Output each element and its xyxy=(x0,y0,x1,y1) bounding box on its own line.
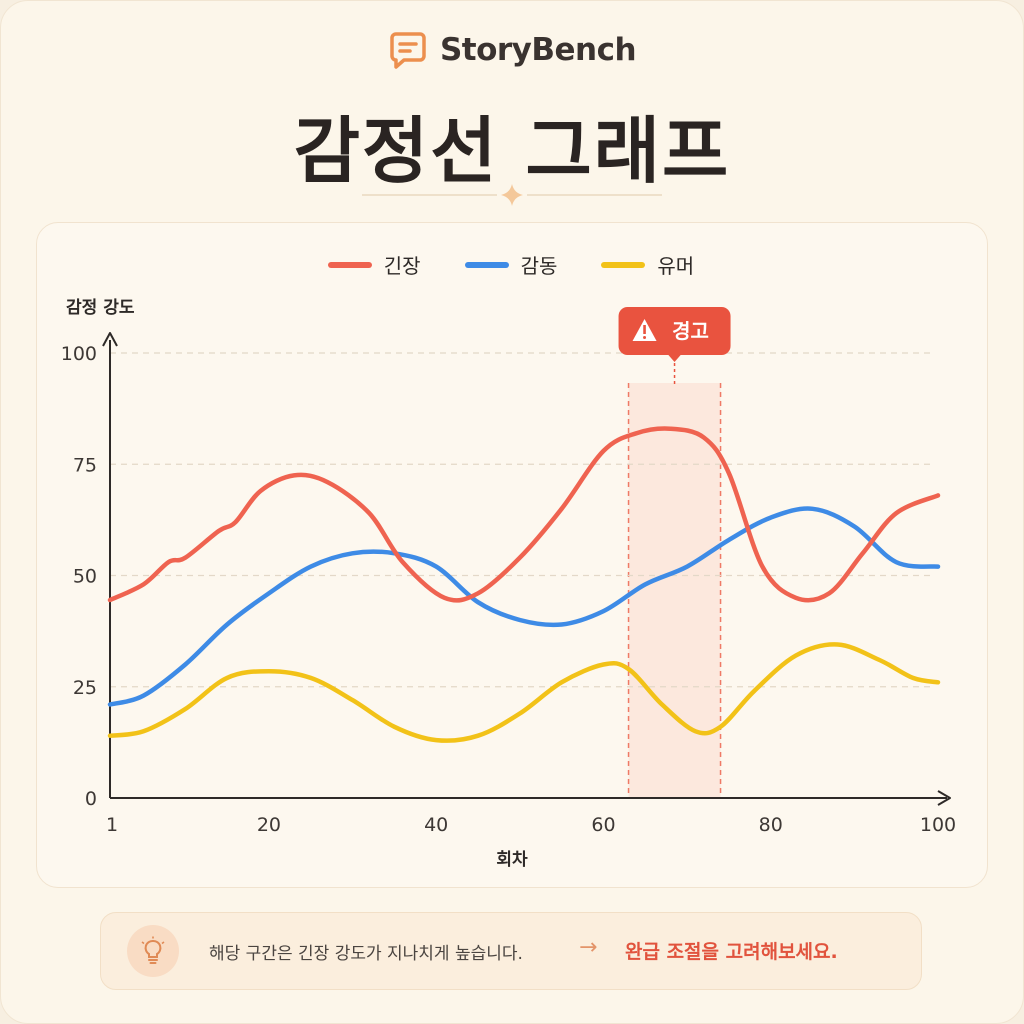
series-line-humor xyxy=(107,642,941,743)
brand-name: StoryBench xyxy=(439,32,637,68)
warning-highlight-band xyxy=(628,383,721,798)
legend-swatch-emotion xyxy=(464,261,509,268)
tip-bar: 해당 구간은 긴장 강도가 지나치게 높습니다. → 완급 조절을 고려해보세요… xyxy=(100,912,922,990)
y-axis-title: 감정 강도 xyxy=(66,298,135,318)
legend-item-emotion[interactable]: 감동 xyxy=(464,250,558,279)
tip-action[interactable]: 완급 조절을 고려해보세요. xyxy=(625,941,838,963)
legend-label-emotion: 감동 xyxy=(520,254,558,278)
legend-swatch-humor xyxy=(601,261,646,268)
tip-arrow: → xyxy=(579,935,598,960)
x-tick-label: 60 xyxy=(591,814,615,836)
tip-icon-wrap xyxy=(127,925,179,977)
warning-triangle-dot xyxy=(643,336,647,339)
y-tick-label: 50 xyxy=(73,566,97,588)
chart-panel xyxy=(36,222,988,888)
warning-triangle-stroke xyxy=(643,325,646,334)
title-divider xyxy=(362,184,662,206)
x-axis-arrow xyxy=(937,790,951,806)
legend-item-humor[interactable]: 유머 xyxy=(601,250,694,279)
series-line-tension xyxy=(107,426,941,603)
tip-message: 해당 구간은 긴장 강도가 지나치게 높습니다. xyxy=(209,944,523,964)
x-axis-title: 회차 xyxy=(496,850,528,870)
y-tick-label: 0 xyxy=(85,788,97,810)
warning-badge-bg xyxy=(618,307,731,355)
x-tick-label: 1 xyxy=(106,814,118,836)
brand: StoryBench xyxy=(0,30,1024,70)
y-tick-label: 75 xyxy=(73,454,97,476)
warning-badge[interactable]: 경고 xyxy=(618,307,731,362)
warning-badge-tail xyxy=(667,354,682,362)
legend-label-tension: 긴장 xyxy=(383,254,421,278)
legend-label-humor: 유머 xyxy=(657,254,695,278)
y-axis-arrow xyxy=(102,332,118,347)
legend-swatch-tension xyxy=(327,261,372,268)
x-tick-label: 100 xyxy=(920,814,956,836)
y-tick-label: 25 xyxy=(73,677,97,699)
page-title: 감정선 그래프 xyxy=(293,109,731,193)
y-tick-label: 100 xyxy=(61,343,97,365)
x-tick-label: 20 xyxy=(257,814,281,836)
x-tick-label: 40 xyxy=(424,814,448,836)
x-tick-label: 80 xyxy=(759,814,783,836)
chat-bubble-icon xyxy=(390,32,426,69)
warning-label: 경고 xyxy=(672,319,709,343)
lightbulb-icon xyxy=(141,936,165,964)
legend-item-tension[interactable]: 긴장 xyxy=(327,250,421,279)
series-line-emotion xyxy=(107,506,941,707)
chart-legend: 긴장 감동 유머 xyxy=(36,250,986,279)
